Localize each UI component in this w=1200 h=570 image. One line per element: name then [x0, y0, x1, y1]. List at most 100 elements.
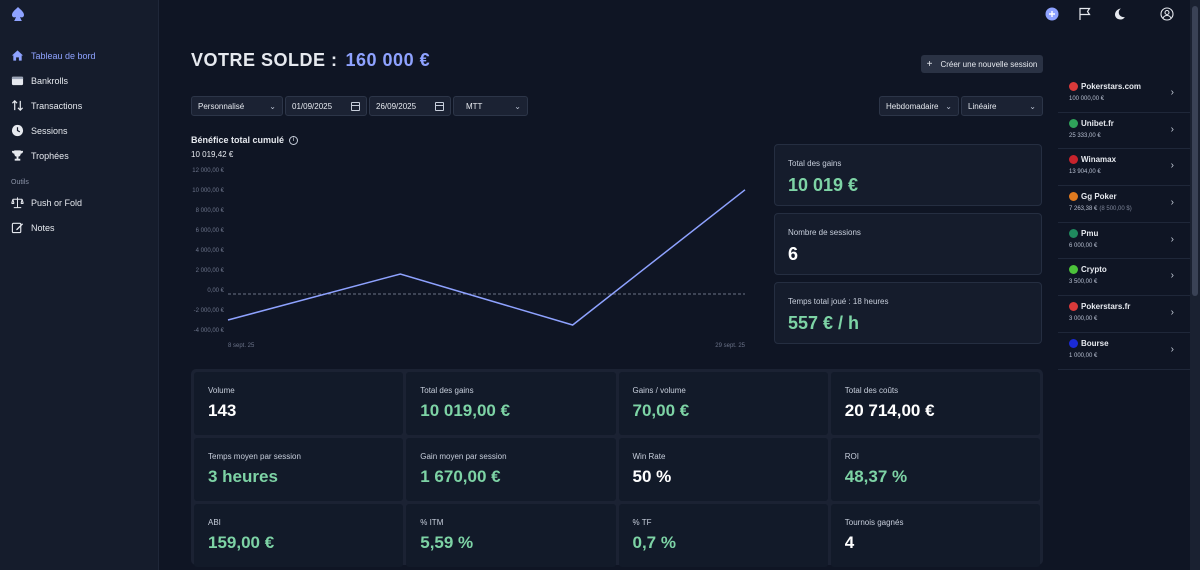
- period-select-value: Personnalisé: [198, 101, 245, 111]
- y-tick-label: 2 000,00 €: [196, 268, 225, 274]
- stat-cell: Total des gains 10 019,00 €: [406, 372, 616, 435]
- y-tick-label: 4 000,00 €: [196, 248, 225, 254]
- room-name: Bourse: [1069, 338, 1190, 348]
- room-name-text: Winamax: [1081, 155, 1117, 165]
- period-select[interactable]: Personnalisé ⌄: [191, 96, 283, 116]
- room-balance-value: 3 000,00 €: [1069, 316, 1098, 323]
- wallet-icon: [11, 76, 24, 86]
- room-item[interactable]: Pokerstars.com 100 000,00 € ›: [1058, 76, 1190, 113]
- chevron-right-icon[interactable]: ›: [1170, 87, 1174, 98]
- sidebar-item-bankrolls[interactable]: Bankrolls: [0, 68, 159, 93]
- room-balance-value: 6 000,00 €: [1069, 242, 1098, 249]
- stat-value: 557 € / h: [788, 313, 1028, 334]
- sidebar-item-push-or-fold[interactable]: Push or Fold: [0, 190, 159, 215]
- room-logo-icon: [1069, 265, 1078, 275]
- spade-logo-icon[interactable]: [10, 6, 26, 22]
- add-circle-icon[interactable]: [1045, 7, 1059, 21]
- main-content: VOTRE SOLDE : 160 000 € + Créer une nouve…: [160, 0, 1057, 570]
- room-balance-value: 3 500,00 €: [1069, 279, 1098, 286]
- stat-cell: Win Rate 50 %: [618, 438, 828, 501]
- create-session-button[interactable]: + Créer une nouvelle session: [921, 55, 1043, 73]
- info-icon[interactable]: i: [289, 135, 299, 145]
- room-balance: 3 000,00 €: [1069, 316, 1190, 322]
- game-type-select[interactable]: MTT ⌄: [453, 96, 528, 116]
- chevron-down-icon: ⌄: [269, 101, 276, 111]
- chevron-right-icon[interactable]: ›: [1170, 307, 1174, 319]
- room-item[interactable]: Unibet.fr 25 333,00 € ›: [1058, 113, 1190, 150]
- stat-label: Gain moyen par session: [420, 452, 507, 461]
- sidebar-item-sessions[interactable]: Sessions: [0, 118, 159, 143]
- stat-cell: Gain moyen par session 1 670,00 €: [406, 438, 616, 501]
- chevron-right-icon[interactable]: ›: [1170, 160, 1174, 172]
- page-scrollbar[interactable]: [1190, 0, 1200, 570]
- chevron-right-icon[interactable]: ›: [1170, 343, 1174, 355]
- room-item[interactable]: Bourse 1 000,00 € ›: [1058, 333, 1190, 370]
- sidebar-item-trophies[interactable]: Trophées: [0, 143, 159, 168]
- room-balance-sub: (8 500,00 $): [1099, 206, 1132, 213]
- stat-label: ROI: [844, 452, 859, 461]
- transfer-arrows-icon: [11, 100, 24, 111]
- room-name-text: Pokerstars.com: [1081, 82, 1142, 91]
- moon-icon[interactable]: [1112, 7, 1126, 21]
- start-date-input[interactable]: 01/09/2025: [285, 96, 367, 116]
- sidebar-nav: Tableau de bord Bankrolls Transactions S…: [0, 43, 159, 240]
- stat-cell: % TF 0,7 %: [618, 504, 828, 567]
- chart-title-text: Bénéfice total cumulé: [191, 135, 285, 145]
- scale-select[interactable]: Linéaire ⌄: [961, 96, 1043, 116]
- room-item[interactable]: Gg Poker 7 263,38 € (8 500,00 $) ›: [1058, 186, 1190, 223]
- stat-label: Temps moyen par session: [208, 452, 301, 461]
- room-name: Gg Poker: [1069, 192, 1190, 202]
- room-logo-icon: [1069, 192, 1078, 202]
- user-account-icon[interactable]: [1160, 7, 1174, 21]
- home-icon: [11, 50, 24, 61]
- room-name-text: Gg Poker: [1081, 192, 1117, 202]
- series-line[interactable]: [227, 189, 746, 326]
- room-name-text: Pmu: [1081, 228, 1099, 238]
- stat-value: 20 714,00 €: [844, 401, 935, 420]
- stat-value: 6: [788, 244, 799, 264]
- x-tick-label: 8 sept. 25: [228, 343, 255, 349]
- end-date-input[interactable]: 26/09/2025: [369, 96, 451, 116]
- stat-cell: ROI 48,37 %: [830, 438, 1040, 501]
- scale-icon: [11, 197, 24, 209]
- clock-icon: [11, 124, 24, 137]
- room-item[interactable]: Crypto 3 500,00 € ›: [1058, 259, 1190, 297]
- room-item[interactable]: Pmu 6 000,00 € ›: [1058, 223, 1190, 260]
- room-name-text: Pokerstars.fr: [1081, 302, 1131, 312]
- sidebar-item-transactions[interactable]: Transactions: [0, 93, 159, 118]
- sidebar-item-label: Notes: [31, 222, 55, 233]
- stat-cell: % ITM 5,59 %: [406, 504, 616, 567]
- scrollbar-thumb[interactable]: [1192, 6, 1198, 296]
- y-tick-label: 0,00 €: [207, 288, 224, 294]
- chevron-right-icon[interactable]: ›: [1170, 233, 1174, 245]
- stat-label: Total des coûts: [844, 386, 899, 395]
- calendar-icon[interactable]: [435, 101, 444, 111]
- room-logo-icon: [1069, 155, 1078, 165]
- y-tick-label: 6 000,00 €: [196, 228, 225, 234]
- room-name: Pokerstars.fr: [1069, 302, 1190, 312]
- stat-label: Win Rate: [632, 452, 666, 461]
- chevron-right-icon[interactable]: ›: [1170, 270, 1174, 282]
- sidebar-item-notes[interactable]: Notes: [0, 215, 159, 240]
- stat-value: 5,59 %: [420, 533, 474, 552]
- y-tick-label: -2 000,00 €: [194, 308, 225, 314]
- room-balance-value: 7 263,38 €: [1069, 206, 1098, 213]
- granularity-select[interactable]: Hebdomadaire ⌄: [879, 96, 959, 116]
- granularity-value: Hebdomadaire: [886, 101, 939, 111]
- stat-label: Temps total joué : 18 heures: [788, 297, 889, 306]
- chevron-right-icon[interactable]: ›: [1170, 197, 1174, 209]
- balance-heading: VOTRE SOLDE : 160 000 €: [191, 50, 430, 71]
- flag-icon[interactable]: [1078, 7, 1092, 21]
- chevron-right-icon[interactable]: ›: [1170, 123, 1174, 135]
- room-item[interactable]: Winamax 13 904,00 € ›: [1058, 149, 1190, 187]
- scale-value: Linéaire: [968, 101, 997, 111]
- sidebar-item-dashboard[interactable]: Tableau de bord: [0, 43, 159, 68]
- stats-grid: Volume 143 Total des gains 10 019,00 € Gains…: [191, 369, 1043, 567]
- stat-value: 50 %: [632, 467, 672, 486]
- calendar-icon[interactable]: [351, 101, 360, 111]
- stat-label: Total des gains: [420, 386, 474, 395]
- stat-value: 48,37 %: [844, 467, 908, 486]
- stat-value: 10 019 €: [788, 175, 859, 195]
- room-item[interactable]: Pokerstars.fr 3 000,00 € ›: [1058, 296, 1190, 333]
